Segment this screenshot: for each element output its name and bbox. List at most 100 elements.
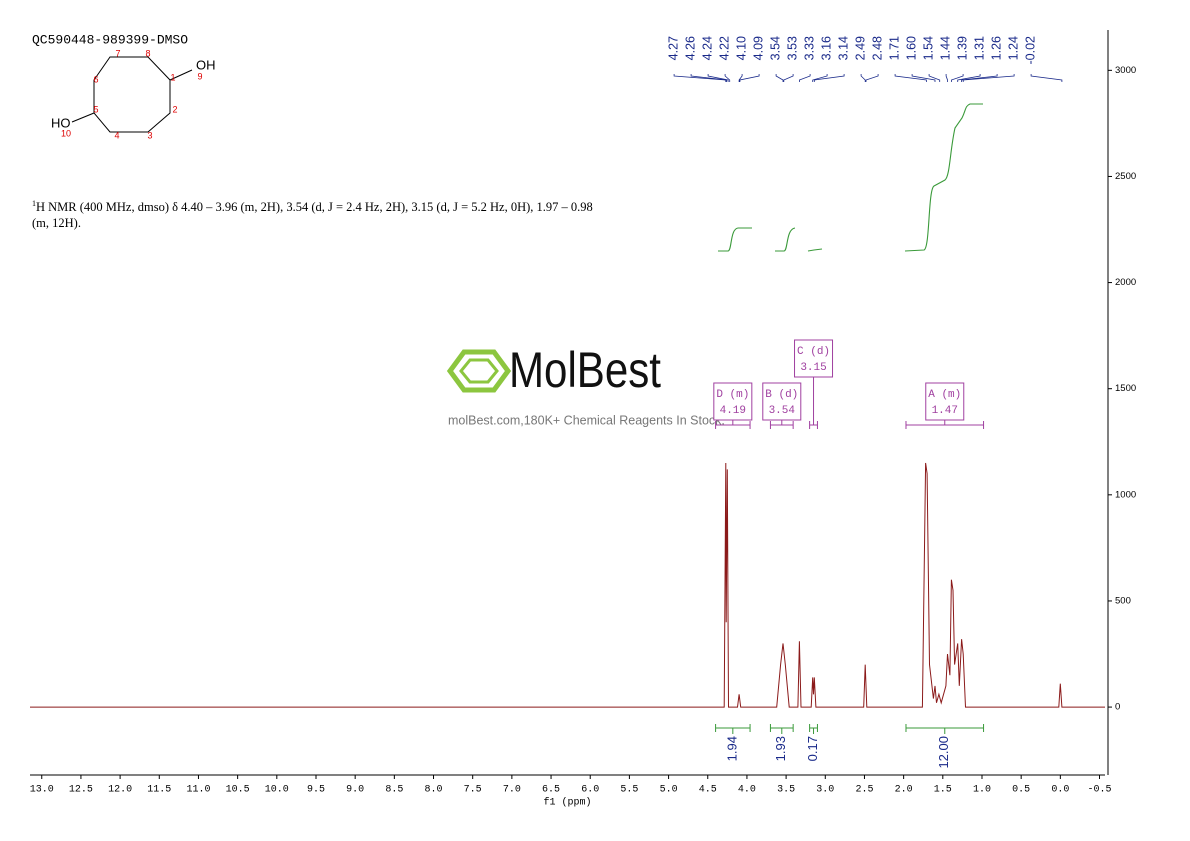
peak-leader	[690, 74, 727, 82]
peak-leader	[707, 74, 729, 82]
peak-leader	[894, 74, 927, 82]
peak-label: 4.26	[683, 36, 697, 60]
multiplet-box	[794, 339, 834, 378]
peak-leader	[799, 74, 811, 82]
atom-number: 6	[93, 74, 98, 84]
structure	[71, 56, 193, 133]
x-tick-label: 11.5	[147, 785, 171, 796]
peak-label: 1.31	[972, 36, 986, 60]
atom-number: 10	[61, 128, 71, 138]
y-tick-label: 3000	[1115, 65, 1136, 76]
x-tick-label: 0.0	[1051, 785, 1069, 796]
peak-leader	[738, 74, 743, 82]
peak-label: 4.24	[700, 36, 714, 60]
x-axis-label: f1 (ppm)	[543, 797, 591, 809]
peak-label: 4.10	[734, 36, 748, 60]
watermark-tagline: molBest.com,180K+ Chemical Reagents In S…	[448, 413, 725, 427]
x-tick-label: 5.0	[660, 785, 678, 796]
x-tick-label: 12.5	[69, 785, 93, 796]
x-tick-label: 10.0	[265, 785, 289, 796]
atom-number: 9	[197, 71, 202, 81]
oh-label: OH	[196, 57, 216, 72]
integral-value: 0.17	[805, 736, 820, 761]
integral-value: 12.00	[936, 736, 951, 769]
x-tick-label: 9.0	[346, 785, 364, 796]
peak-label: 1.44	[938, 36, 952, 60]
peak-label: -0.02	[1023, 36, 1037, 65]
peak-leader	[739, 74, 760, 82]
peak-label: 1.71	[887, 36, 901, 60]
peak-label: 1.24	[1006, 36, 1020, 60]
peak-label: 3.14	[836, 36, 850, 60]
integral-curves	[718, 103, 983, 252]
description-text: H NMR (400 MHz, dmso) δ 4.40 – 3.96 (m, …	[32, 200, 593, 231]
peak-leader	[945, 74, 948, 82]
peak-label: 4.27	[666, 36, 680, 60]
y-tick-label: 1000	[1115, 489, 1136, 500]
peak-leader	[911, 74, 936, 82]
integral-value: 1.94	[724, 736, 739, 761]
peak-leader	[812, 74, 828, 82]
peak-label: 1.54	[921, 36, 935, 60]
watermark-brand: MolBest	[509, 342, 661, 398]
integral-value: 1.93	[773, 736, 788, 761]
peak-leader	[928, 74, 941, 82]
peak-leader	[783, 74, 794, 82]
x-tick-label: 12.0	[108, 785, 132, 796]
atom-number: 7	[115, 48, 120, 58]
atom-number: 3	[147, 130, 152, 140]
y-tick-label: 500	[1115, 595, 1131, 606]
atom-number: 5	[93, 104, 98, 114]
watermark: MolBest molBest.com,180K+ Chemical Reage…	[446, 342, 725, 427]
peak-label: 3.16	[819, 36, 833, 60]
multiplet-name: A (m)	[928, 389, 961, 401]
x-tick-label: 5.5	[620, 785, 638, 796]
x-tick-label: 1.0	[973, 785, 991, 796]
multiplet-name: C (d)	[797, 346, 830, 358]
multiplet-shift: 3.15	[800, 362, 826, 374]
x-tick-label: 8.5	[385, 785, 403, 796]
chart-title: QC590448-989399-DMSO	[32, 32, 188, 47]
peak-label: 1.60	[904, 36, 918, 60]
peak-label: 1.39	[955, 36, 969, 60]
multiplet-shift: 1.47	[932, 405, 958, 417]
peak-leader	[775, 74, 784, 82]
multiplet-shift: 4.19	[720, 405, 746, 417]
peak-leader	[957, 74, 981, 82]
peak-leader	[813, 74, 845, 82]
peak-label: 4.09	[751, 36, 765, 60]
x-tick-label: 6.5	[542, 785, 560, 796]
y-tick-label: 0	[1115, 702, 1120, 713]
peak-leader	[961, 74, 998, 82]
x-tick-label: 10.5	[226, 785, 250, 796]
multiplet-box	[713, 382, 753, 421]
x-tick-label: 2.5	[855, 785, 873, 796]
x-tick-label: 11.0	[186, 785, 210, 796]
x-tick-label: 7.0	[503, 785, 521, 796]
peak-leader	[962, 74, 1015, 82]
description-sup: 1	[32, 199, 36, 208]
spectrum-line	[30, 462, 1105, 708]
peak-leader	[1030, 74, 1063, 82]
multiplet-box	[925, 382, 965, 421]
peak-label: 3.53	[785, 36, 799, 60]
peak-leader	[865, 74, 879, 82]
peak-label: 1.26	[989, 36, 1003, 60]
nmr-description: 1H NMR (400 MHz, dmso) δ 4.40 – 3.96 (m,…	[32, 196, 612, 231]
x-tick-label: 4.5	[699, 785, 717, 796]
multiplet-box	[762, 382, 802, 421]
atom-number: 1	[170, 72, 175, 82]
peak-label: 2.49	[853, 36, 867, 60]
x-tick-label: -0.5	[1088, 785, 1112, 796]
x-tick-label: 4.0	[738, 785, 756, 796]
y-tick-label: 2500	[1115, 171, 1136, 182]
x-tick-label: 0.5	[1012, 785, 1030, 796]
x-tick-label: 1.5	[934, 785, 952, 796]
x-tick-label: 13.0	[30, 785, 54, 796]
multiplet-name: B (d)	[765, 389, 798, 401]
atom-number: 2	[172, 104, 177, 114]
y-tick-label: 1500	[1115, 383, 1136, 394]
peak-leader	[673, 74, 727, 82]
